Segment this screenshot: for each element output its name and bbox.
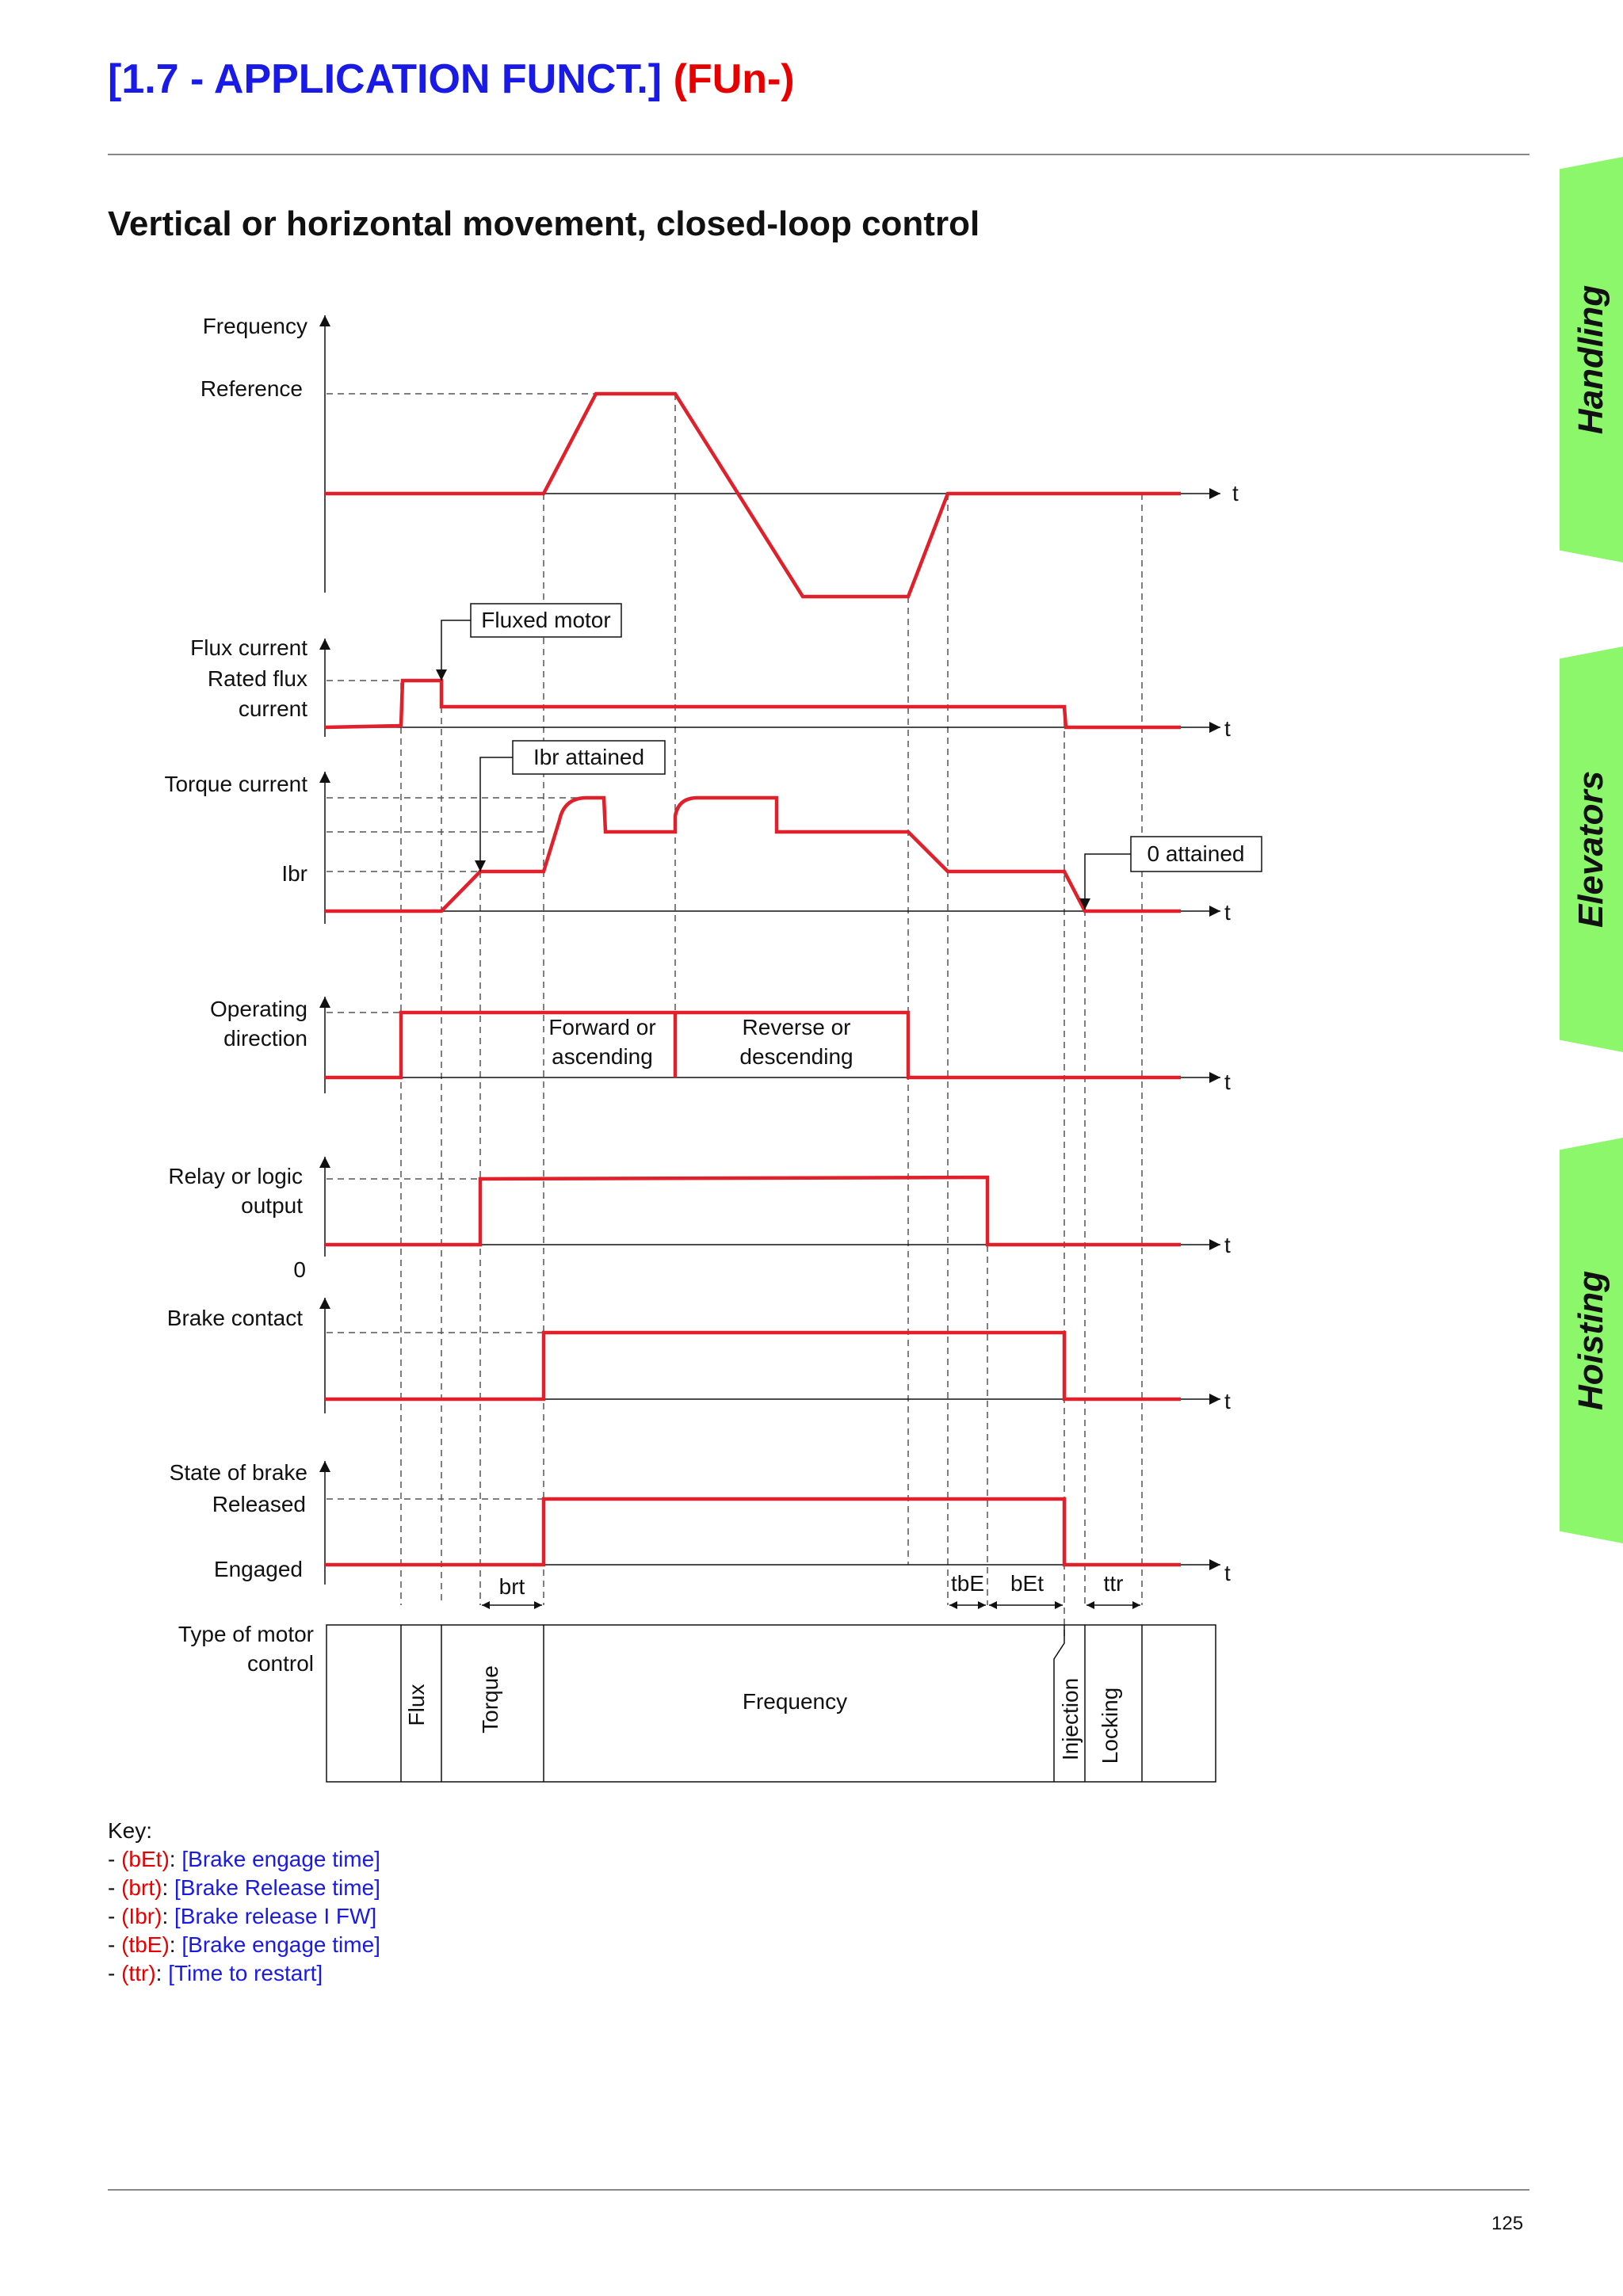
tbE-label: tbE	[951, 1571, 984, 1596]
t-label: t	[1224, 1561, 1231, 1585]
key-abbr: (Ibr)	[121, 1904, 162, 1928]
key-item: - (Ibr): [Brake release I FW]	[108, 1904, 377, 1928]
brt-label: brt	[499, 1574, 525, 1599]
row-labels: Frequency Reference Flux current Rated f…	[164, 314, 314, 1676]
key-abbr: (ttr)	[121, 1961, 156, 1985]
page-number: 125	[1491, 2213, 1524, 2234]
t-label: t	[1224, 1070, 1231, 1094]
row-label: Type of motor	[178, 1622, 314, 1646]
row-label: output	[241, 1193, 303, 1218]
key-item: - (ttr): [Time to restart]	[108, 1961, 323, 1985]
brake-state-trace	[325, 1497, 1181, 1567]
row-label: Frequency	[203, 314, 307, 338]
t-label: t	[1224, 716, 1231, 741]
key-abbr: (tbE)	[121, 1932, 170, 1957]
key-item: - (brt): [Brake Release time]	[108, 1875, 380, 1900]
row-label: Reference	[200, 376, 303, 401]
direction-labels: Forward or ascending Reverse or descendi…	[548, 1015, 853, 1069]
row-label: Brake contact	[167, 1306, 303, 1330]
forward-label: ascending	[552, 1044, 653, 1069]
callout-fluxed-motor: Fluxed motor	[436, 603, 622, 681]
key-full: [Time to restart]	[168, 1961, 323, 1985]
row-label: control	[247, 1651, 314, 1676]
t-label: t	[1224, 1389, 1231, 1413]
page-header: [1.7 - APPLICATION FUNCT.] (FUn-)	[108, 55, 795, 103]
bEt-label: bEt	[1010, 1571, 1044, 1596]
header-title: [1.7 - APPLICATION FUNCT.]	[108, 56, 663, 102]
row-label: Rated flux	[208, 666, 307, 691]
row-label: Torque current	[164, 772, 307, 796]
header-rule	[108, 154, 1529, 155]
t-label: t	[1232, 481, 1239, 505]
key-full: [Brake release I FW]	[174, 1904, 377, 1928]
reverse-label: descending	[739, 1044, 853, 1069]
row-label: Engaged	[214, 1557, 303, 1581]
section-title: Vertical or horizontal movement, closed-…	[108, 204, 980, 243]
row-label: current	[239, 696, 307, 721]
timing-labels: brt tbE bEt ttr	[499, 1571, 1124, 1599]
key-full: [Brake engage time]	[181, 1932, 380, 1957]
row-label: State of brake	[170, 1460, 307, 1485]
mode-flux: Flux	[404, 1684, 429, 1726]
header-code: (FUn-)	[673, 56, 795, 102]
reverse-label: Reverse or	[743, 1015, 851, 1039]
level-guides	[327, 393, 596, 1500]
key-item: - (tbE): [Brake engage time]	[108, 1932, 380, 1957]
time-labels: t t t t t t t	[1224, 481, 1239, 1585]
direction-trace	[325, 1010, 1181, 1080]
ttr-label: ttr	[1104, 1571, 1124, 1596]
row-label: 0	[293, 1257, 306, 1282]
torque-current-trace	[325, 795, 1181, 913]
mode-torque: Torque	[478, 1665, 502, 1733]
key-item: - (bEt): [Brake engage time]	[108, 1847, 380, 1871]
callout-zero-attained: 0 attained	[1079, 836, 1262, 910]
relay-output-trace	[325, 1175, 1181, 1247]
mode-locking: Locking	[1098, 1688, 1122, 1764]
callout-label: Fluxed motor	[481, 608, 610, 632]
callout-label: 0 attained	[1148, 841, 1245, 866]
key-full: [Brake Release time]	[174, 1875, 380, 1900]
footer-rule	[108, 2189, 1529, 2191]
brake-contact-trace	[325, 1330, 1181, 1402]
mode-frequency: Frequency	[743, 1689, 847, 1714]
key-title: Key:	[108, 1818, 153, 1843]
t-label: t	[1224, 900, 1231, 925]
tab-hoisting[interactable]	[1560, 1138, 1623, 1543]
mode-injection: Injection	[1058, 1678, 1083, 1760]
row-label: Flux current	[190, 635, 307, 660]
control-mode-labels: Flux Torque Frequency Injection Locking	[404, 1665, 1122, 1764]
key-abbr: (bEt)	[121, 1847, 170, 1871]
signal-traces	[324, 391, 1181, 1567]
key-legend: Key: - (bEt): [Brake engage time] - (brt…	[108, 1817, 380, 1988]
forward-label: Forward or	[548, 1015, 655, 1039]
row-label: Operating	[210, 997, 307, 1021]
tab-elevators[interactable]	[1560, 646, 1623, 1052]
callout-label: Ibr attained	[533, 745, 644, 769]
row-label: Ibr	[281, 861, 307, 886]
t-label: t	[1224, 1233, 1231, 1257]
callout-ibr-attained: Ibr attained	[475, 740, 666, 871]
key-full: [Brake engage time]	[181, 1847, 380, 1871]
flux-current-trace	[324, 678, 1181, 730]
frequency-trace	[325, 391, 1181, 599]
tab-handling[interactable]	[1560, 157, 1623, 563]
row-label: Relay or logic	[168, 1164, 303, 1188]
row-label: direction	[223, 1026, 307, 1051]
row-label: Released	[212, 1492, 306, 1516]
motor-control-box	[326, 1624, 1216, 1783]
key-abbr: (brt)	[121, 1875, 162, 1900]
